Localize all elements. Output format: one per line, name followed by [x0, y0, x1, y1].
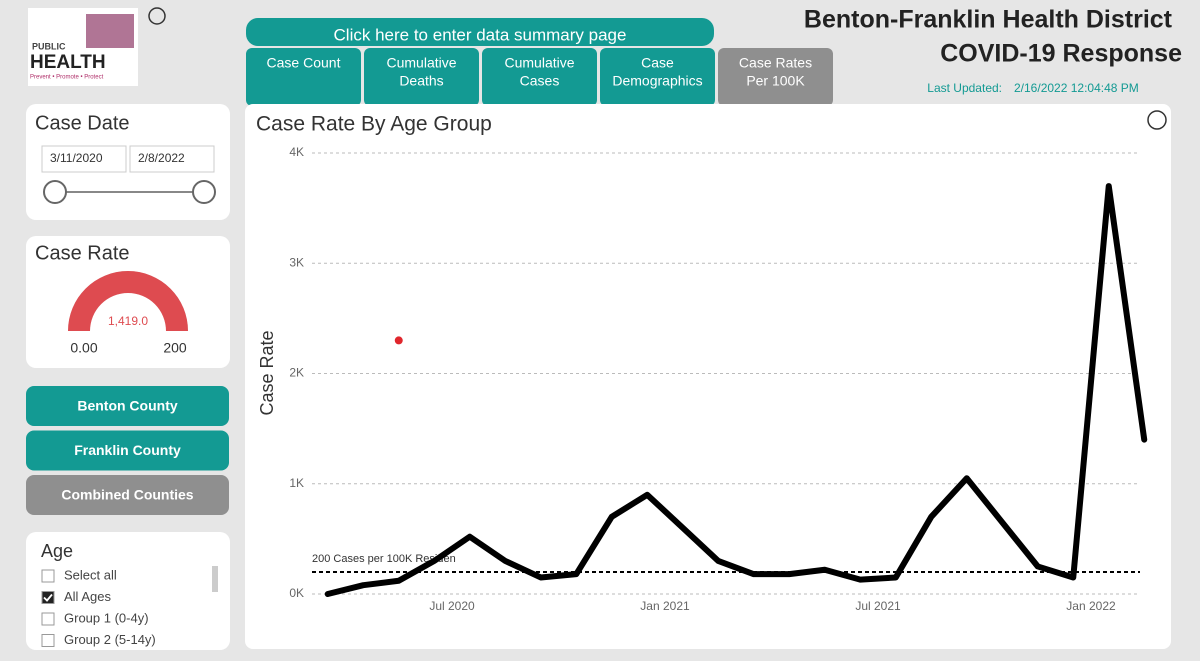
gauge-value	[68, 271, 188, 331]
tab[interactable]	[246, 48, 361, 106]
county-button-label: Benton County	[77, 398, 178, 414]
data-line	[324, 183, 1148, 597]
x-tick-label: Jul 2021	[855, 599, 901, 613]
checkmark	[43, 593, 53, 602]
gauge-max: 200	[163, 340, 187, 356]
x-tick-label: Jul 2020	[429, 599, 475, 613]
logo-main: HEALTH	[30, 52, 106, 73]
title: Benton-Franklin Health District	[804, 6, 1173, 34]
age-title: Age	[41, 541, 73, 561]
marker	[394, 336, 403, 345]
y-tick-label: 0K	[289, 586, 304, 600]
county-button[interactable]	[26, 475, 229, 515]
gauge-min: 0.00	[70, 340, 97, 356]
y-tick-label: 4K	[289, 145, 304, 159]
county-button[interactable]	[26, 430, 229, 471]
tab[interactable]	[718, 48, 833, 106]
gauge-value-label: 1,419.0	[108, 314, 148, 328]
age-item: Group 2 (5-14y)	[64, 632, 156, 647]
y-tick-label: 3K	[289, 255, 304, 269]
y-tick-label: 1K	[289, 476, 304, 490]
date-start: 3/11/2020	[50, 151, 103, 165]
updated-label: Last Updated:	[927, 81, 1002, 95]
date-end-box[interactable]	[129, 145, 215, 173]
gauge-title: Case Rate	[35, 242, 130, 264]
y-tick-label: 2K	[289, 366, 304, 380]
county-button[interactable]	[26, 386, 229, 426]
tab-label: Demographics	[612, 73, 702, 89]
tab-label: Case	[641, 55, 674, 71]
date-end: 2/8/2022	[138, 151, 185, 165]
tab-label: Cumulative	[386, 55, 456, 71]
y-axis-label: Case Rate	[257, 330, 277, 415]
logo-graphic	[86, 14, 134, 48]
tab[interactable]	[482, 48, 597, 106]
tab-label: Deaths	[399, 73, 443, 89]
chart-card	[245, 104, 1171, 649]
checkbox[interactable]	[41, 612, 55, 626]
x-tick-label: Jan 2022	[1066, 599, 1116, 613]
tab-label: Cases	[520, 73, 560, 89]
reference-label: 200 Cases per 100K Residen	[312, 553, 456, 565]
age-item: Group 1 (0-4y)	[64, 610, 149, 625]
tab-label: Cumulative	[504, 55, 574, 71]
tab-label: Case Count	[267, 55, 341, 71]
info-icon[interactable]	[1147, 110, 1167, 130]
checkbox[interactable]	[41, 634, 55, 647]
tab[interactable]	[364, 48, 479, 106]
county-button-label: Combined Counties	[61, 487, 193, 503]
gauge-card	[26, 236, 230, 368]
checkbox[interactable]	[41, 569, 55, 583]
logo-motto: Prevent • Promote • Protect	[30, 75, 104, 81]
county-button-label: Franklin County	[74, 442, 181, 458]
updated-value: 2/16/2022 12:04:48 PM	[1014, 81, 1139, 95]
age-item: Select all	[64, 567, 117, 582]
logo-top: PUBLIC	[32, 41, 66, 51]
date-start-box[interactable]	[41, 145, 127, 173]
chart-title: Case Rate By Age Group	[256, 113, 492, 136]
tab-label: Per 100K	[746, 73, 805, 89]
checkbox[interactable]	[41, 591, 55, 604]
title: COVID-19 Response	[940, 40, 1182, 68]
x-tick-label: Jan 2021	[640, 599, 690, 613]
date-title: Case Date	[35, 112, 130, 134]
tab[interactable]	[600, 48, 715, 106]
age-card	[26, 532, 230, 650]
scrollbar[interactable]	[212, 566, 218, 592]
slider-handle[interactable]	[192, 180, 216, 204]
summary-button[interactable]	[246, 18, 714, 46]
tab-label: Case Rates	[739, 55, 812, 71]
age-item: All Ages	[64, 589, 111, 604]
summary-button-label: Click here to enter data summary page	[334, 25, 627, 44]
slider-handle[interactable]	[43, 180, 67, 204]
info-icon[interactable]	[148, 7, 166, 25]
